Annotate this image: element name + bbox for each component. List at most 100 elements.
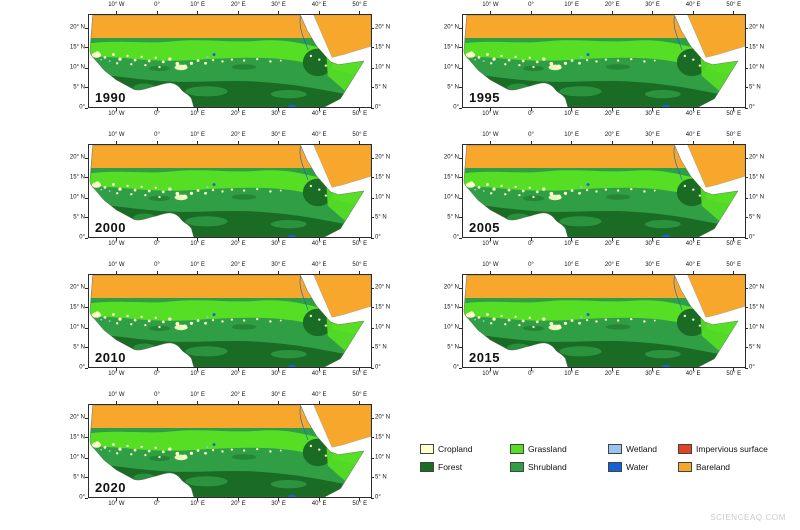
x-tick-mark bbox=[156, 238, 158, 241]
x-tick-mark bbox=[115, 271, 117, 274]
y-tick-label: 10° N bbox=[375, 194, 391, 201]
landcover-map bbox=[89, 145, 371, 237]
x-tick-label: 50° E bbox=[726, 262, 742, 268]
x-tick-label: 50° E bbox=[726, 2, 742, 8]
x-tick-mark bbox=[318, 108, 320, 111]
x-tick-mark bbox=[156, 401, 158, 404]
x-tick-mark bbox=[611, 271, 613, 274]
y-tick-mark bbox=[459, 287, 462, 289]
y-tick-mark bbox=[745, 107, 748, 109]
x-tick-label: 10° E bbox=[190, 2, 205, 8]
y-tick-mark bbox=[371, 307, 374, 309]
x-tick-mark bbox=[611, 108, 613, 111]
y-tick-label: 15° N bbox=[749, 174, 765, 181]
x-tick-mark bbox=[489, 11, 491, 14]
x-tick-mark bbox=[115, 141, 117, 144]
map-panel-2005: 2005 10° W 10° W 0° 0° 10° E 10° E 20° E 20° E 30… bbox=[416, 132, 792, 254]
y-tick-label: 10° N bbox=[69, 64, 85, 71]
x-tick-mark bbox=[197, 11, 199, 14]
legend-item-cropland: Cropland bbox=[420, 444, 506, 454]
x-tick-label: 40° E bbox=[311, 371, 327, 377]
x-tick-mark bbox=[530, 238, 532, 241]
y-tick-label: 15° N bbox=[375, 44, 391, 51]
map-frame: 1990 bbox=[88, 14, 372, 108]
map-panel-1990: 1990 10° W 10° W 0° 0° 10° E 10° E 20° E 20° E 30… bbox=[42, 2, 418, 124]
x-tick-label: 20° E bbox=[604, 262, 620, 268]
x-tick-label: 10° W bbox=[108, 241, 125, 247]
x-tick-label: 20° E bbox=[230, 111, 246, 117]
x-tick-mark bbox=[611, 141, 613, 144]
y-tick-mark bbox=[371, 197, 374, 199]
x-tick-label: 40° E bbox=[685, 241, 701, 247]
x-tick-label: 40° E bbox=[311, 392, 327, 398]
y-tick-label: 5° N bbox=[375, 474, 387, 481]
x-tick-label: 40° E bbox=[685, 371, 701, 377]
y-tick-mark bbox=[745, 347, 748, 349]
y-tick-label: 5° N bbox=[375, 84, 387, 91]
x-tick-label: 50° E bbox=[352, 262, 368, 268]
y-tick-mark bbox=[745, 177, 748, 179]
x-tick-mark bbox=[278, 108, 280, 111]
legend-item-grassland: Grassland bbox=[510, 444, 604, 454]
y-tick-mark bbox=[371, 177, 374, 179]
y-tick-label: 15° N bbox=[443, 44, 459, 51]
y-tick-mark bbox=[745, 67, 748, 69]
x-tick-mark bbox=[237, 141, 239, 144]
x-tick-mark bbox=[652, 11, 654, 14]
watermark: SCIENCEAQ.COM bbox=[710, 513, 786, 522]
y-tick-mark bbox=[371, 237, 374, 239]
x-tick-label: 30° E bbox=[271, 111, 286, 117]
x-tick-label: 50° E bbox=[726, 241, 742, 247]
x-tick-mark bbox=[652, 238, 654, 241]
x-tick-mark bbox=[571, 11, 573, 14]
legend-label-impervious: Impervious surface bbox=[696, 444, 768, 454]
x-tick-label: 10° E bbox=[564, 2, 579, 8]
y-tick-label: 20° N bbox=[69, 154, 85, 161]
map-frame: 2005 bbox=[462, 144, 746, 238]
x-tick-mark bbox=[278, 11, 280, 14]
y-tick-mark bbox=[371, 327, 374, 329]
y-tick-mark bbox=[371, 367, 374, 369]
y-tick-mark bbox=[371, 27, 374, 29]
x-tick-mark bbox=[156, 108, 158, 111]
x-tick-label: 20° E bbox=[230, 501, 246, 507]
x-tick-label: 50° E bbox=[352, 132, 368, 138]
legend-swatch-water bbox=[608, 462, 622, 472]
x-tick-label: 0° bbox=[154, 262, 160, 268]
x-tick-label: 30° E bbox=[271, 262, 286, 268]
x-tick-label: 0° bbox=[528, 262, 534, 268]
year-label: 2015 bbox=[469, 350, 500, 365]
x-tick-mark bbox=[692, 108, 694, 111]
x-tick-label: 30° E bbox=[645, 111, 660, 117]
x-tick-label: 40° E bbox=[311, 241, 327, 247]
y-tick-label: 10° N bbox=[69, 454, 85, 461]
x-tick-mark bbox=[278, 498, 280, 501]
x-tick-mark bbox=[197, 238, 199, 241]
x-tick-mark bbox=[197, 498, 199, 501]
y-tick-label: 5° N bbox=[375, 344, 387, 351]
y-tick-mark bbox=[85, 367, 88, 369]
x-tick-label: 50° E bbox=[726, 371, 742, 377]
y-tick-mark bbox=[85, 237, 88, 239]
map-frame: 1995 bbox=[462, 14, 746, 108]
x-tick-mark bbox=[278, 238, 280, 241]
y-tick-label: 5° N bbox=[749, 214, 761, 221]
x-tick-label: 40° E bbox=[311, 2, 327, 8]
y-tick-label: 10° N bbox=[443, 64, 459, 71]
y-tick-mark bbox=[371, 67, 374, 69]
y-tick-mark bbox=[745, 87, 748, 89]
y-tick-label: 5° N bbox=[73, 344, 85, 351]
x-tick-mark bbox=[571, 108, 573, 111]
x-tick-mark bbox=[237, 11, 239, 14]
y-tick-label: 20° N bbox=[375, 154, 391, 161]
x-tick-mark bbox=[156, 498, 158, 501]
x-tick-label: 30° E bbox=[271, 241, 286, 247]
y-tick-label: 15° N bbox=[749, 304, 765, 311]
x-tick-label: 30° E bbox=[645, 2, 660, 8]
year-label: 1990 bbox=[95, 90, 126, 105]
y-tick-mark bbox=[371, 417, 374, 419]
x-tick-mark bbox=[489, 108, 491, 111]
x-tick-label: 10° E bbox=[190, 241, 205, 247]
y-tick-mark bbox=[85, 347, 88, 349]
